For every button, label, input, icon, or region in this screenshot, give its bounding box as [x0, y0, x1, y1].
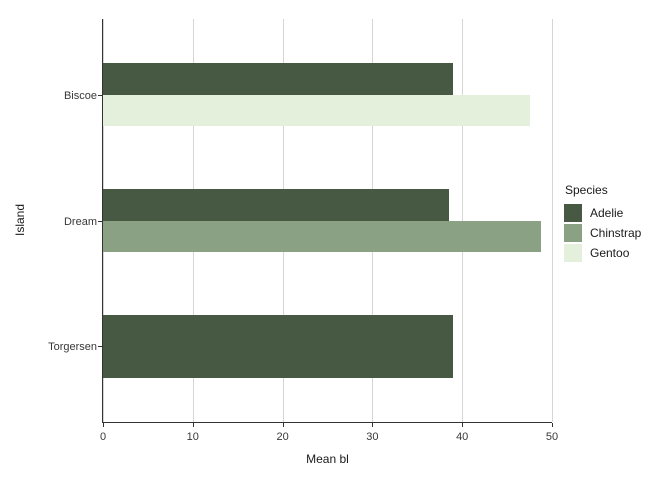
- legend-swatch-gentoo: [564, 244, 582, 262]
- y-tick-dream: [98, 220, 102, 222]
- x-tick-label-10: 10: [186, 431, 199, 443]
- legend-item-chinstrap: Chinstrap: [564, 223, 641, 243]
- bar-torgersen-adelie: [103, 314, 454, 378]
- x-tick-30: [372, 423, 374, 427]
- bar-dream-adelie: [103, 189, 449, 221]
- y-tick-label-dream: Dream: [63, 215, 97, 228]
- legend-item-adelie: Adelie: [564, 203, 641, 223]
- bar-biscoe-adelie: [103, 63, 454, 95]
- x-axis-title: Mean bl: [306, 452, 349, 466]
- y-tick-label-biscoe: Biscoe: [63, 89, 97, 102]
- y-tick-label-torgersen: Torgersen: [48, 341, 97, 354]
- legend-title: Species: [565, 183, 608, 197]
- y-tick-biscoe: [98, 94, 102, 96]
- legend-swatch-chinstrap: [564, 224, 582, 242]
- y-axis-line: [102, 19, 103, 423]
- bar-dream-chinstrap: [103, 220, 542, 252]
- y-tick-torgersen: [98, 346, 102, 348]
- bar-biscoe-gentoo: [103, 94, 530, 127]
- legend-items: Adelie Chinstrap Gentoo: [564, 203, 641, 263]
- x-tick-label-30: 30: [366, 431, 379, 443]
- x-tick-40: [462, 423, 464, 427]
- x-tick-10: [192, 423, 194, 427]
- x-tick-0: [103, 423, 104, 427]
- x-tick-label-40: 40: [456, 431, 469, 443]
- x-tick-20: [282, 423, 284, 427]
- gridline-x-50: [552, 19, 553, 422]
- x-axis-line: [102, 422, 552, 423]
- legend-swatch-adelie: [564, 204, 582, 222]
- y-axis-title: Island: [13, 203, 27, 237]
- x-tick-label-0: 0: [99, 431, 107, 443]
- legend-label-adelie: Adelie: [590, 206, 624, 220]
- legend-label-chinstrap: Chinstrap: [590, 226, 642, 240]
- legend: Species Adelie Chinstrap Gentoo: [564, 183, 641, 263]
- legend-label-gentoo: Gentoo: [590, 246, 630, 260]
- x-tick-label-50: 50: [545, 431, 559, 443]
- x-tick-label-20: 20: [276, 431, 289, 443]
- x-tick-50: [552, 423, 553, 427]
- legend-item-gentoo: Gentoo: [564, 243, 641, 263]
